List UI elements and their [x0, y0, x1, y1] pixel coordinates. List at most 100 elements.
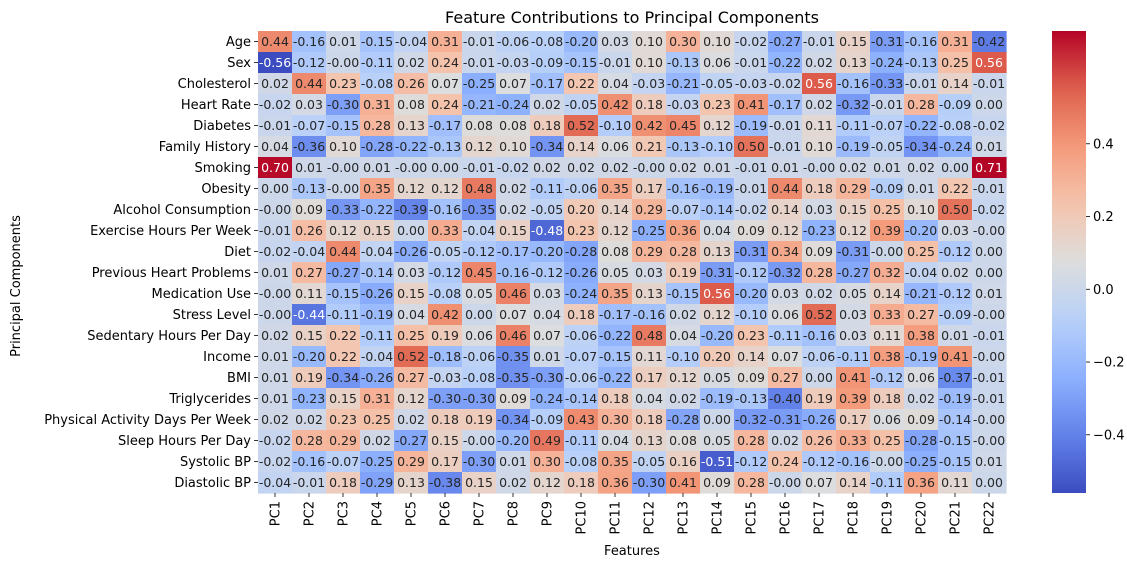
- heatmap-cell: [360, 325, 395, 347]
- heatmap-cell: [530, 94, 565, 116]
- cell-value-label: -0.30: [429, 391, 461, 406]
- cell-value-label: 0.22: [329, 349, 357, 364]
- cell-value-label: 0.09: [295, 202, 323, 217]
- cell-value-label: -0.01: [463, 55, 495, 70]
- cell-value-label: -0.13: [667, 139, 699, 154]
- cell-value-label: 0.15: [431, 433, 459, 448]
- cell-value-label: -0.00: [973, 349, 1005, 364]
- heatmap-cell: [870, 451, 905, 473]
- cell-value-label: -0.17: [599, 307, 631, 322]
- heatmap-cell: [530, 367, 565, 389]
- heatmap-cell: [360, 472, 395, 494]
- cell-value-label: 0.27: [397, 370, 425, 385]
- heatmap-cell: [768, 304, 803, 326]
- cell-value-label: -0.15: [327, 286, 359, 301]
- heatmap-cell: [972, 388, 1007, 410]
- cell-value-label: -0.00: [973, 307, 1005, 322]
- heatmap-cell: [666, 472, 701, 494]
- heatmap-cell: [292, 304, 327, 326]
- cell-value-label: 0.24: [431, 55, 459, 70]
- cell-value-label: 0.02: [363, 433, 391, 448]
- cell-value-label: 0.31: [363, 97, 391, 112]
- cell-value-label: 0.30: [601, 412, 629, 427]
- heatmap-cell: [598, 94, 633, 116]
- cell-value-label: 0.13: [635, 286, 663, 301]
- heatmap-cell: [904, 262, 939, 284]
- heatmap-cell: [734, 115, 769, 137]
- cell-value-label: 0.18: [601, 391, 629, 406]
- cell-value-label: 0.30: [533, 454, 561, 469]
- cell-value-label: 0.12: [397, 391, 425, 406]
- heatmap-cell: [666, 241, 701, 263]
- cell-value-label: -0.27: [327, 265, 359, 280]
- colorbar-tick-label: 0.2: [1093, 210, 1114, 225]
- cell-value-label: -0.21: [463, 97, 495, 112]
- cell-value-label: 0.16: [669, 454, 697, 469]
- cell-value-label: -0.20: [293, 349, 325, 364]
- heatmap-cell: [666, 451, 701, 473]
- cell-value-label: 0.11: [805, 118, 833, 133]
- cell-value-label: -0.15: [327, 118, 359, 133]
- heatmap-cell: [700, 472, 735, 494]
- heatmap-cell: [394, 52, 429, 74]
- cell-value-label: -0.12: [939, 286, 971, 301]
- heatmap-cell: [938, 136, 973, 158]
- heatmap-cell: [564, 346, 599, 368]
- cell-value-label: -0.11: [871, 475, 903, 490]
- cell-value-label: -0.12: [871, 370, 903, 385]
- heatmap-cell: [564, 178, 599, 200]
- cell-value-label: 0.18: [805, 181, 833, 196]
- heatmap-cell: [564, 241, 599, 263]
- heatmap-cell: [326, 241, 361, 263]
- cell-value-label: -0.20: [701, 328, 733, 343]
- cell-value-label: 0.12: [703, 307, 731, 322]
- heatmap-cell: [632, 52, 667, 74]
- heatmap-cell: [734, 409, 769, 431]
- heatmap-cell: [870, 367, 905, 389]
- heatmap-cell: [462, 325, 497, 347]
- heatmap-cell: [598, 346, 633, 368]
- heatmap-cell: [972, 178, 1007, 200]
- cell-value-label: 0.02: [941, 265, 969, 280]
- cell-value-label: -0.25: [463, 76, 495, 91]
- cell-value-label: -0.14: [701, 202, 733, 217]
- heatmap-cell: [292, 115, 327, 137]
- cell-value-label: -0.08: [531, 34, 563, 49]
- cell-value-label: 0.03: [295, 97, 323, 112]
- heatmap-cell: [394, 31, 429, 53]
- heatmap-cell: [428, 136, 463, 158]
- cell-value-label: 0.01: [261, 349, 289, 364]
- cell-value-label: 0.28: [907, 97, 935, 112]
- cell-value-label: 0.29: [397, 454, 425, 469]
- heatmap-cell: [462, 136, 497, 158]
- heatmap-cell: [564, 367, 599, 389]
- cell-value-label: 0.18: [431, 412, 459, 427]
- heatmap-cell: [632, 367, 667, 389]
- heatmap-cell: [530, 220, 565, 242]
- cell-value-label: -0.31: [769, 412, 801, 427]
- heatmap-cell: [530, 52, 565, 74]
- heatmap-cell: [462, 346, 497, 368]
- cell-value-label: 0.17: [839, 412, 867, 427]
- heatmap-cell: [462, 262, 497, 284]
- cell-value-label: -0.30: [463, 391, 495, 406]
- cell-value-label: -0.13: [429, 139, 461, 154]
- cell-value-label: 0.19: [431, 328, 459, 343]
- cell-value-label: 0.00: [465, 307, 493, 322]
- heatmap-cell: [836, 388, 871, 410]
- cell-value-label: -0.00: [803, 160, 835, 175]
- heatmap-cell: [768, 94, 803, 116]
- heatmap-cell: [462, 304, 497, 326]
- cell-value-label: 0.09: [499, 391, 527, 406]
- heatmap-cells: 0.44 -0.16 0.01 -0.15 -0.04 0.31 -0.01 -0.06 -0.…: [258, 31, 1007, 494]
- cell-value-label: 0.04: [703, 223, 731, 238]
- cell-value-label: -0.21: [905, 286, 937, 301]
- heatmap-cell: [938, 388, 973, 410]
- cell-value-label: -0.30: [327, 97, 359, 112]
- cell-value-label: -0.10: [735, 307, 767, 322]
- heatmap-cell: [564, 430, 599, 452]
- cell-value-label: 0.10: [805, 139, 833, 154]
- heatmap-cell: [360, 304, 395, 326]
- heatmap-cell: [462, 430, 497, 452]
- heatmap-cell: [904, 451, 939, 473]
